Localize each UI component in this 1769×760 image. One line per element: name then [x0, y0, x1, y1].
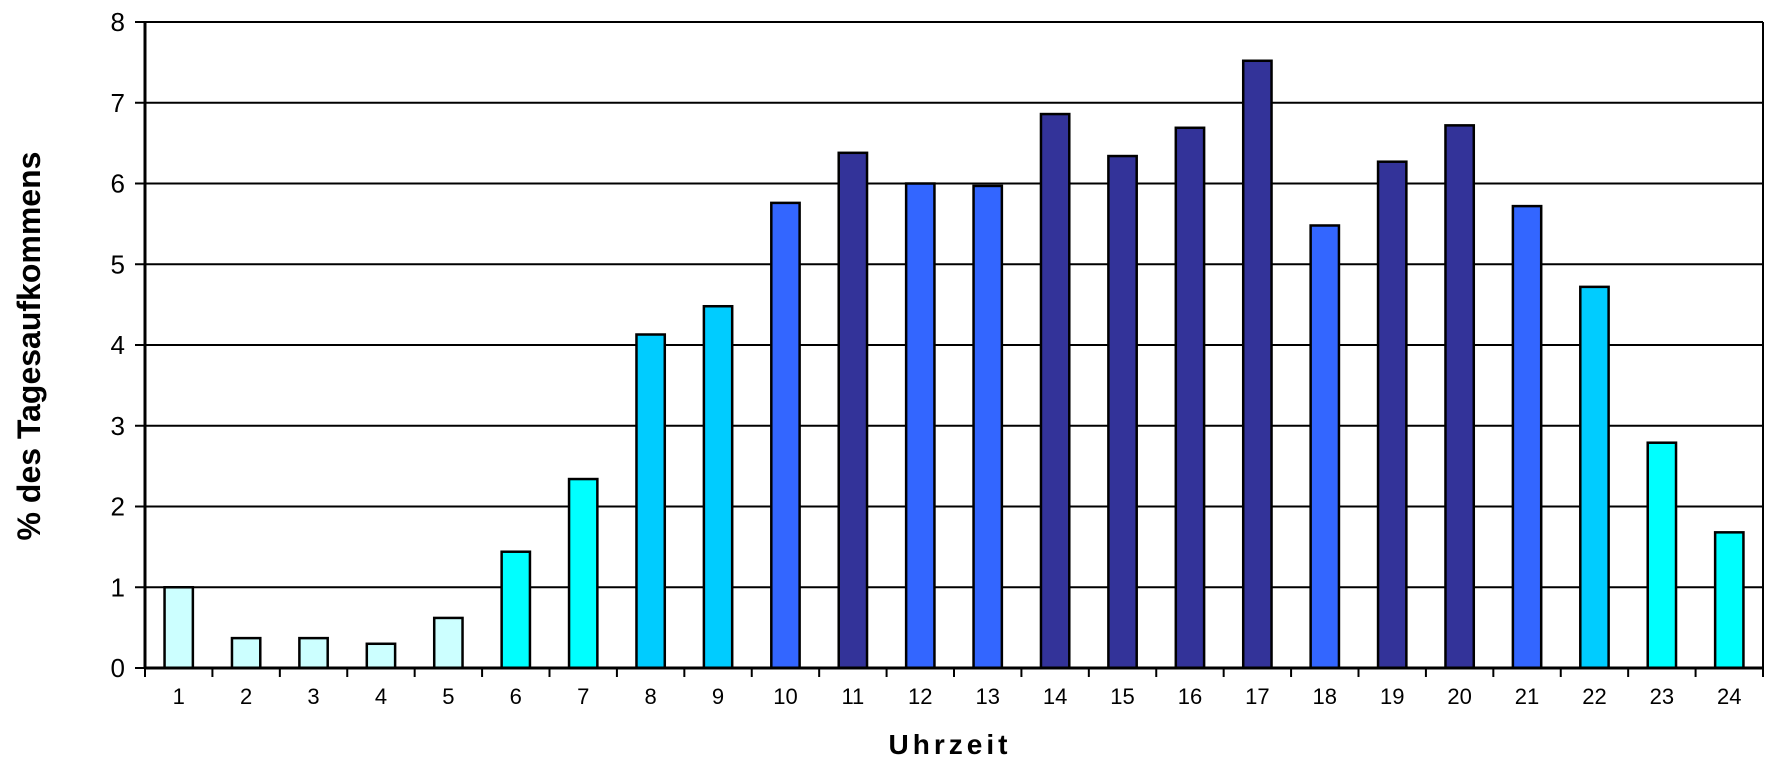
x-tick-labels: 1 2 3 4 5 6 7 8 9 10 11 12 13 14 15 16 17 18 19 20 21 22 23 24 [173, 684, 1742, 709]
bar [1646, 441, 1678, 670]
y-tick-label: 3 [111, 411, 125, 441]
x-tick-label: 12 [908, 684, 932, 709]
bar [432, 616, 464, 670]
x-tick-label: 1 [173, 684, 185, 709]
bar [500, 550, 532, 670]
bar [635, 333, 667, 670]
x-tick-label: 14 [1043, 684, 1067, 709]
x-tick-label: 5 [442, 684, 454, 709]
x-axis-label: Uhrzeit [889, 729, 1012, 760]
x-tick-label: 21 [1515, 684, 1539, 709]
x-tick-label: 11 [841, 684, 864, 709]
x-tick-label: 22 [1582, 684, 1606, 709]
x-tick-label: 24 [1717, 684, 1741, 709]
axes [135, 21, 1764, 677]
bar [837, 151, 869, 670]
bar [1579, 285, 1610, 670]
x-tick-label: 3 [307, 684, 319, 709]
y-tick-label: 2 [111, 492, 125, 522]
x-tick-label: 18 [1313, 684, 1337, 709]
bar [770, 201, 801, 670]
y-tick-label: 5 [111, 249, 125, 279]
bar [567, 477, 599, 670]
bar [1174, 126, 1206, 670]
x-tick-label: 19 [1380, 684, 1404, 709]
bar [1241, 59, 1273, 670]
y-tick-label: 6 [111, 169, 125, 199]
x-tick-label: 20 [1447, 684, 1471, 709]
bar [1511, 204, 1543, 670]
x-tick-label: 13 [975, 684, 999, 709]
x-tick-label: 15 [1110, 684, 1134, 709]
y-tick-label: 1 [111, 572, 125, 602]
bar [365, 642, 397, 670]
bar [1444, 124, 1476, 670]
x-tick-label: 9 [712, 684, 724, 709]
x-tick-label: 10 [773, 684, 797, 709]
x-tick-label: 6 [510, 684, 522, 709]
bar [1107, 154, 1138, 670]
bar [904, 182, 936, 670]
bar [298, 636, 329, 670]
y-tick-label: 0 [111, 653, 125, 683]
bar [972, 184, 1004, 670]
x-tick-label: 8 [645, 684, 657, 709]
gridlines [145, 21, 1763, 589]
x-tick-label: 7 [577, 684, 589, 709]
bar [163, 586, 195, 670]
y-tick-labels: 0 1 2 3 4 5 6 7 8 [111, 7, 125, 683]
bar [1376, 160, 1408, 670]
y-tick-label: 4 [111, 330, 125, 360]
bar [1309, 224, 1341, 670]
x-tick-label: 4 [375, 684, 387, 709]
y-tick-label: 8 [111, 7, 125, 37]
bars [163, 59, 1745, 670]
bar [1039, 112, 1071, 670]
x-tick-label: 23 [1650, 684, 1674, 709]
bar [230, 636, 262, 670]
y-axis-label: % des Tagesaufkommens [11, 152, 47, 541]
x-tick-label: 2 [240, 684, 252, 709]
y-tick-label: 7 [111, 88, 125, 118]
x-tick-label: 17 [1245, 684, 1269, 709]
x-tick-label: 16 [1178, 684, 1202, 709]
bar [702, 304, 734, 670]
bar [1713, 531, 1745, 670]
